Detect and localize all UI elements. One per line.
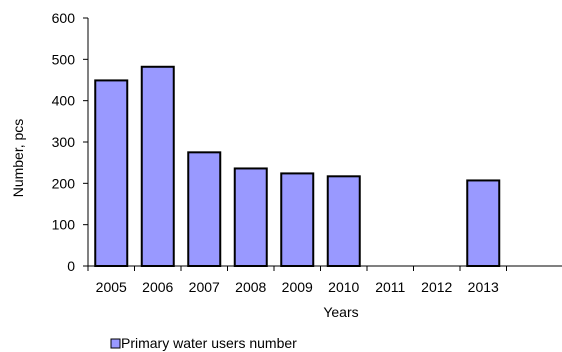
bar xyxy=(466,179,501,267)
y-axis: 0 100 200 300 400 500 600 xyxy=(52,10,89,274)
bars-series xyxy=(94,65,501,268)
bar xyxy=(94,79,129,267)
y-tick-label: 300 xyxy=(52,134,76,150)
y-tick-label: 200 xyxy=(52,175,76,191)
x-tick-label: 2009 xyxy=(282,279,313,295)
y-axis-label: Number, pcs xyxy=(10,119,26,198)
bar xyxy=(140,65,175,267)
legend-swatch xyxy=(110,338,121,349)
legend: Primary water users number xyxy=(110,335,297,351)
x-tick-label: 2006 xyxy=(142,279,173,295)
y-tick-label: 400 xyxy=(52,93,76,109)
y-tick-label: 500 xyxy=(52,51,76,67)
x-tick-label: 2010 xyxy=(328,279,359,295)
x-axis: 2005 2006 2007 2008 2009 2010 2011 2012 2013 xyxy=(87,265,562,295)
x-tick-label: 2013 xyxy=(468,279,499,295)
x-tick-label: 2011 xyxy=(375,279,405,295)
y-tick-label: 600 xyxy=(52,10,76,26)
x-axis-label: Years xyxy=(323,304,358,320)
x-tick-label: 2012 xyxy=(421,279,452,295)
x-tick-label: 2005 xyxy=(96,279,127,295)
bar xyxy=(233,167,268,268)
y-tick-label: 0 xyxy=(67,258,75,274)
legend-label: Primary water users number xyxy=(121,335,297,351)
y-tick-label: 100 xyxy=(52,217,76,233)
x-tick-label: 2008 xyxy=(235,279,266,295)
x-tick-label: 2007 xyxy=(189,279,220,295)
bar xyxy=(187,151,222,267)
bar xyxy=(280,172,315,267)
bar xyxy=(326,175,361,268)
